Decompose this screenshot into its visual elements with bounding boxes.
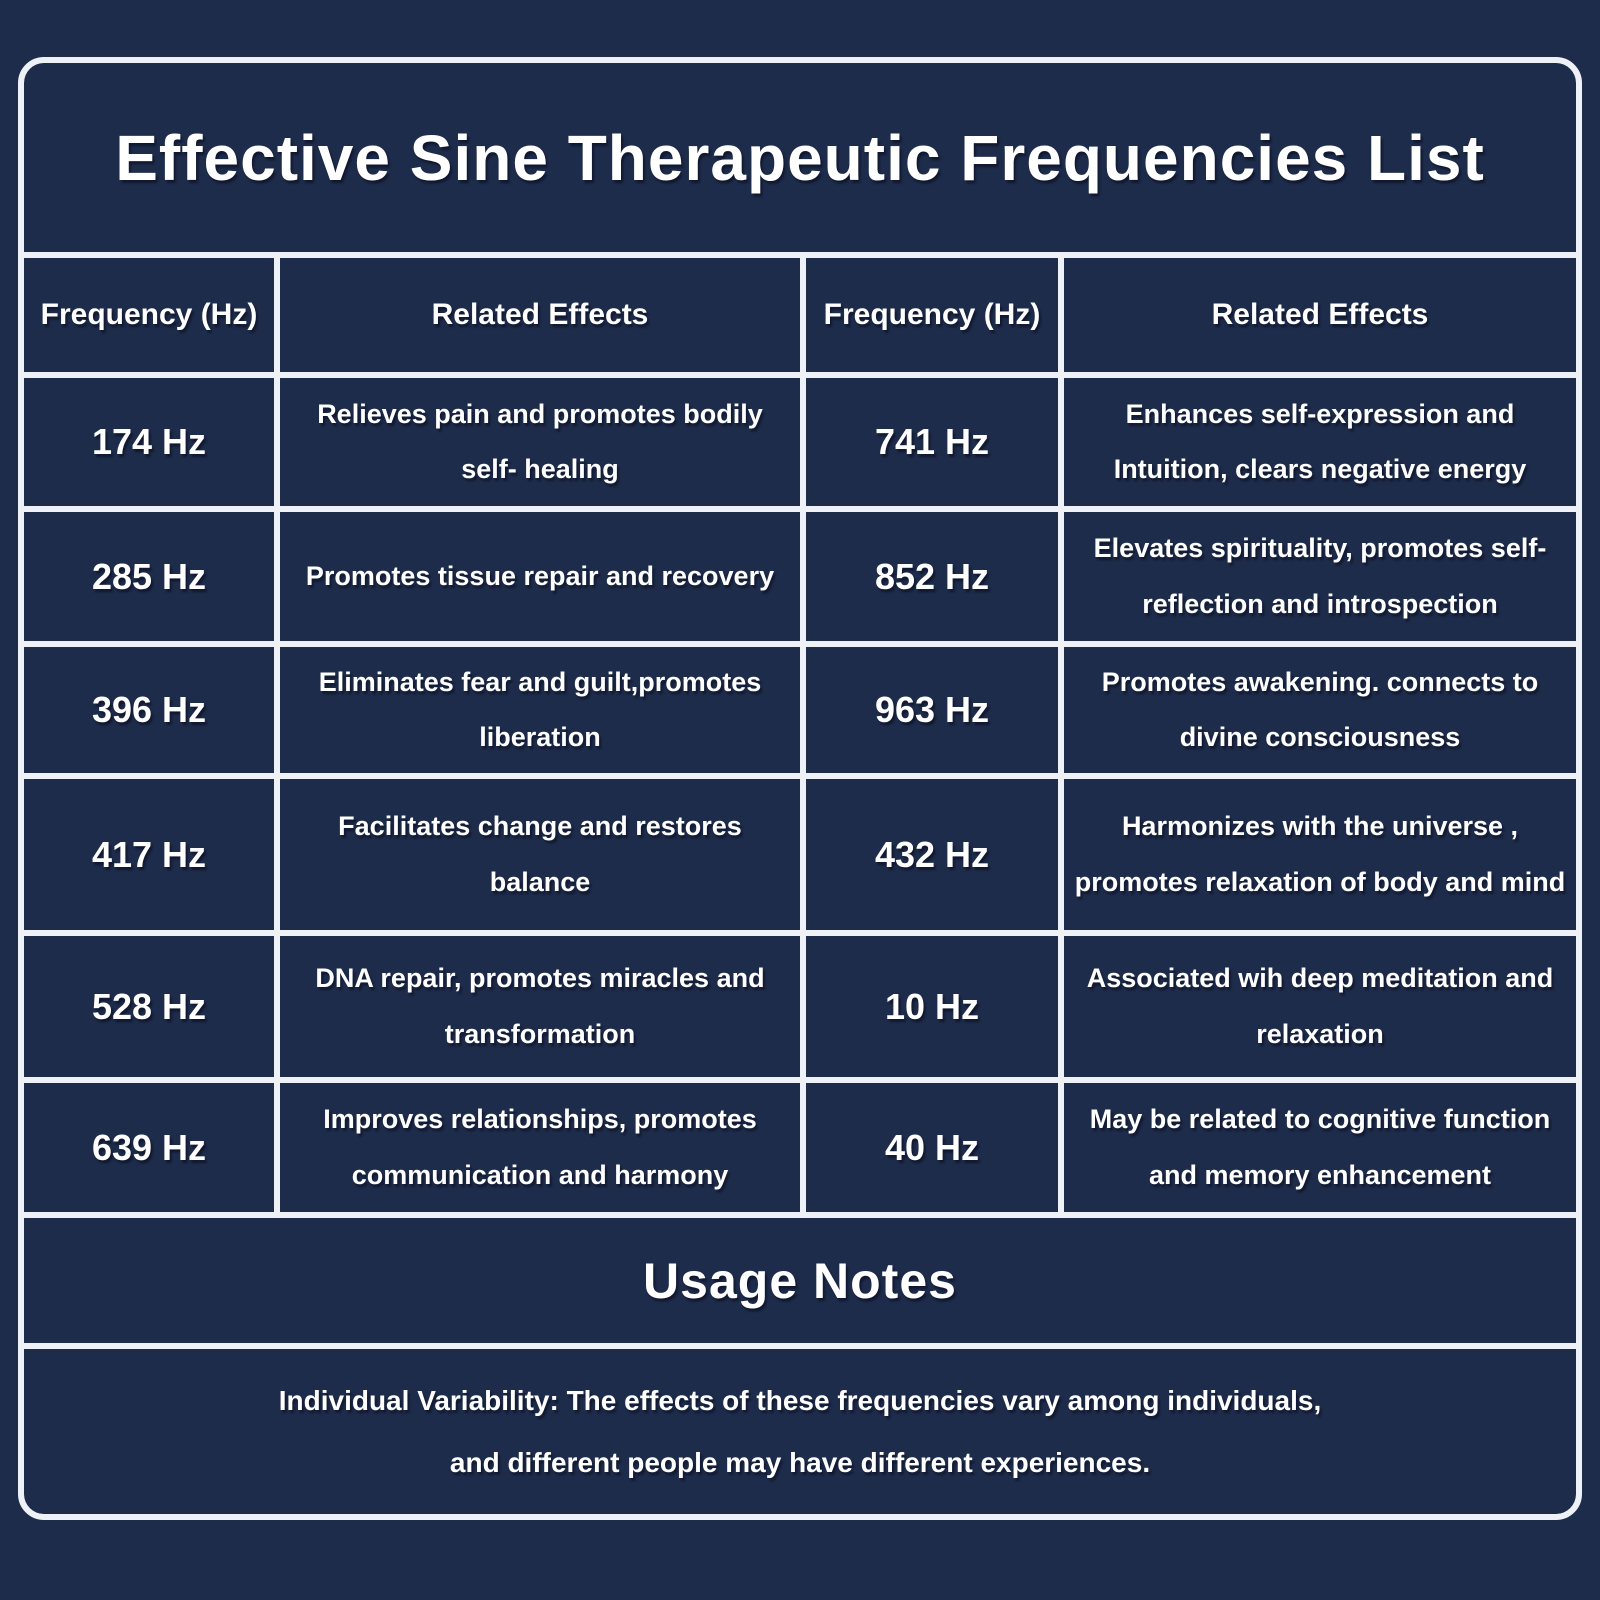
- frequency-cell: 417 Hz: [24, 779, 274, 930]
- effect-cell: Elevates spirituality, promotes self-ref…: [1064, 512, 1576, 641]
- frequency-cell: 963 Hz: [806, 647, 1058, 773]
- effect-cell: Relieves pain and promotes bodily self- …: [280, 378, 800, 506]
- frequency-cell: 741 Hz: [806, 378, 1058, 506]
- effect-cell: Promotes awakening. connects to divine c…: [1064, 647, 1576, 773]
- effect-cell: DNA repair, promotes miracles and transf…: [280, 936, 800, 1077]
- usage-notes-line-1: Individual Variability: The effects of t…: [278, 1384, 1322, 1416]
- effect-cell: Eliminates fear and guilt,promotes liber…: [280, 647, 800, 773]
- effect-cell: Enhances self-expression and Intuition, …: [1064, 378, 1576, 506]
- frequency-cell: 852 Hz: [806, 512, 1058, 641]
- effect-cell: Promotes tissue repair and recovery: [280, 512, 800, 641]
- effect-cell: Facilitates change and restores balance: [280, 779, 800, 930]
- frequency-cell: 285 Hz: [24, 512, 274, 641]
- usage-notes-line-2: and different people may have different …: [449, 1446, 1151, 1478]
- frequency-cell: 40 Hz: [806, 1083, 1058, 1212]
- frequency-cell: 396 Hz: [24, 647, 274, 773]
- column-header-frequency-right: Frequency (Hz): [806, 258, 1058, 372]
- column-header-frequency-left: Frequency (Hz): [24, 258, 274, 372]
- frequency-cell: 639 Hz: [24, 1083, 274, 1212]
- usage-notes-text: Individual Variability: The effects of t…: [24, 1349, 1576, 1514]
- frequency-cell: 432 Hz: [806, 779, 1058, 930]
- effect-cell: Improves relationships, promotes communi…: [280, 1083, 800, 1212]
- column-header-effects-right: Related Effects: [1064, 258, 1576, 372]
- frequency-cell: 174 Hz: [24, 378, 274, 506]
- effect-cell: May be related to cognitive function and…: [1064, 1083, 1576, 1212]
- column-header-effects-left: Related Effects: [280, 258, 800, 372]
- frequency-cell: 10 Hz: [806, 936, 1058, 1077]
- effect-cell: Harmonizes with the universe , promotes …: [1064, 779, 1576, 930]
- effect-cell: Associated wih deep meditation and relax…: [1064, 936, 1576, 1077]
- frequencies-table-panel: Effective Sine Therapeutic Frequencies L…: [18, 57, 1582, 1520]
- page-title: Effective Sine Therapeutic Frequencies L…: [24, 63, 1576, 252]
- usage-notes-heading: Usage Notes: [24, 1218, 1576, 1343]
- frequency-cell: 528 Hz: [24, 936, 274, 1077]
